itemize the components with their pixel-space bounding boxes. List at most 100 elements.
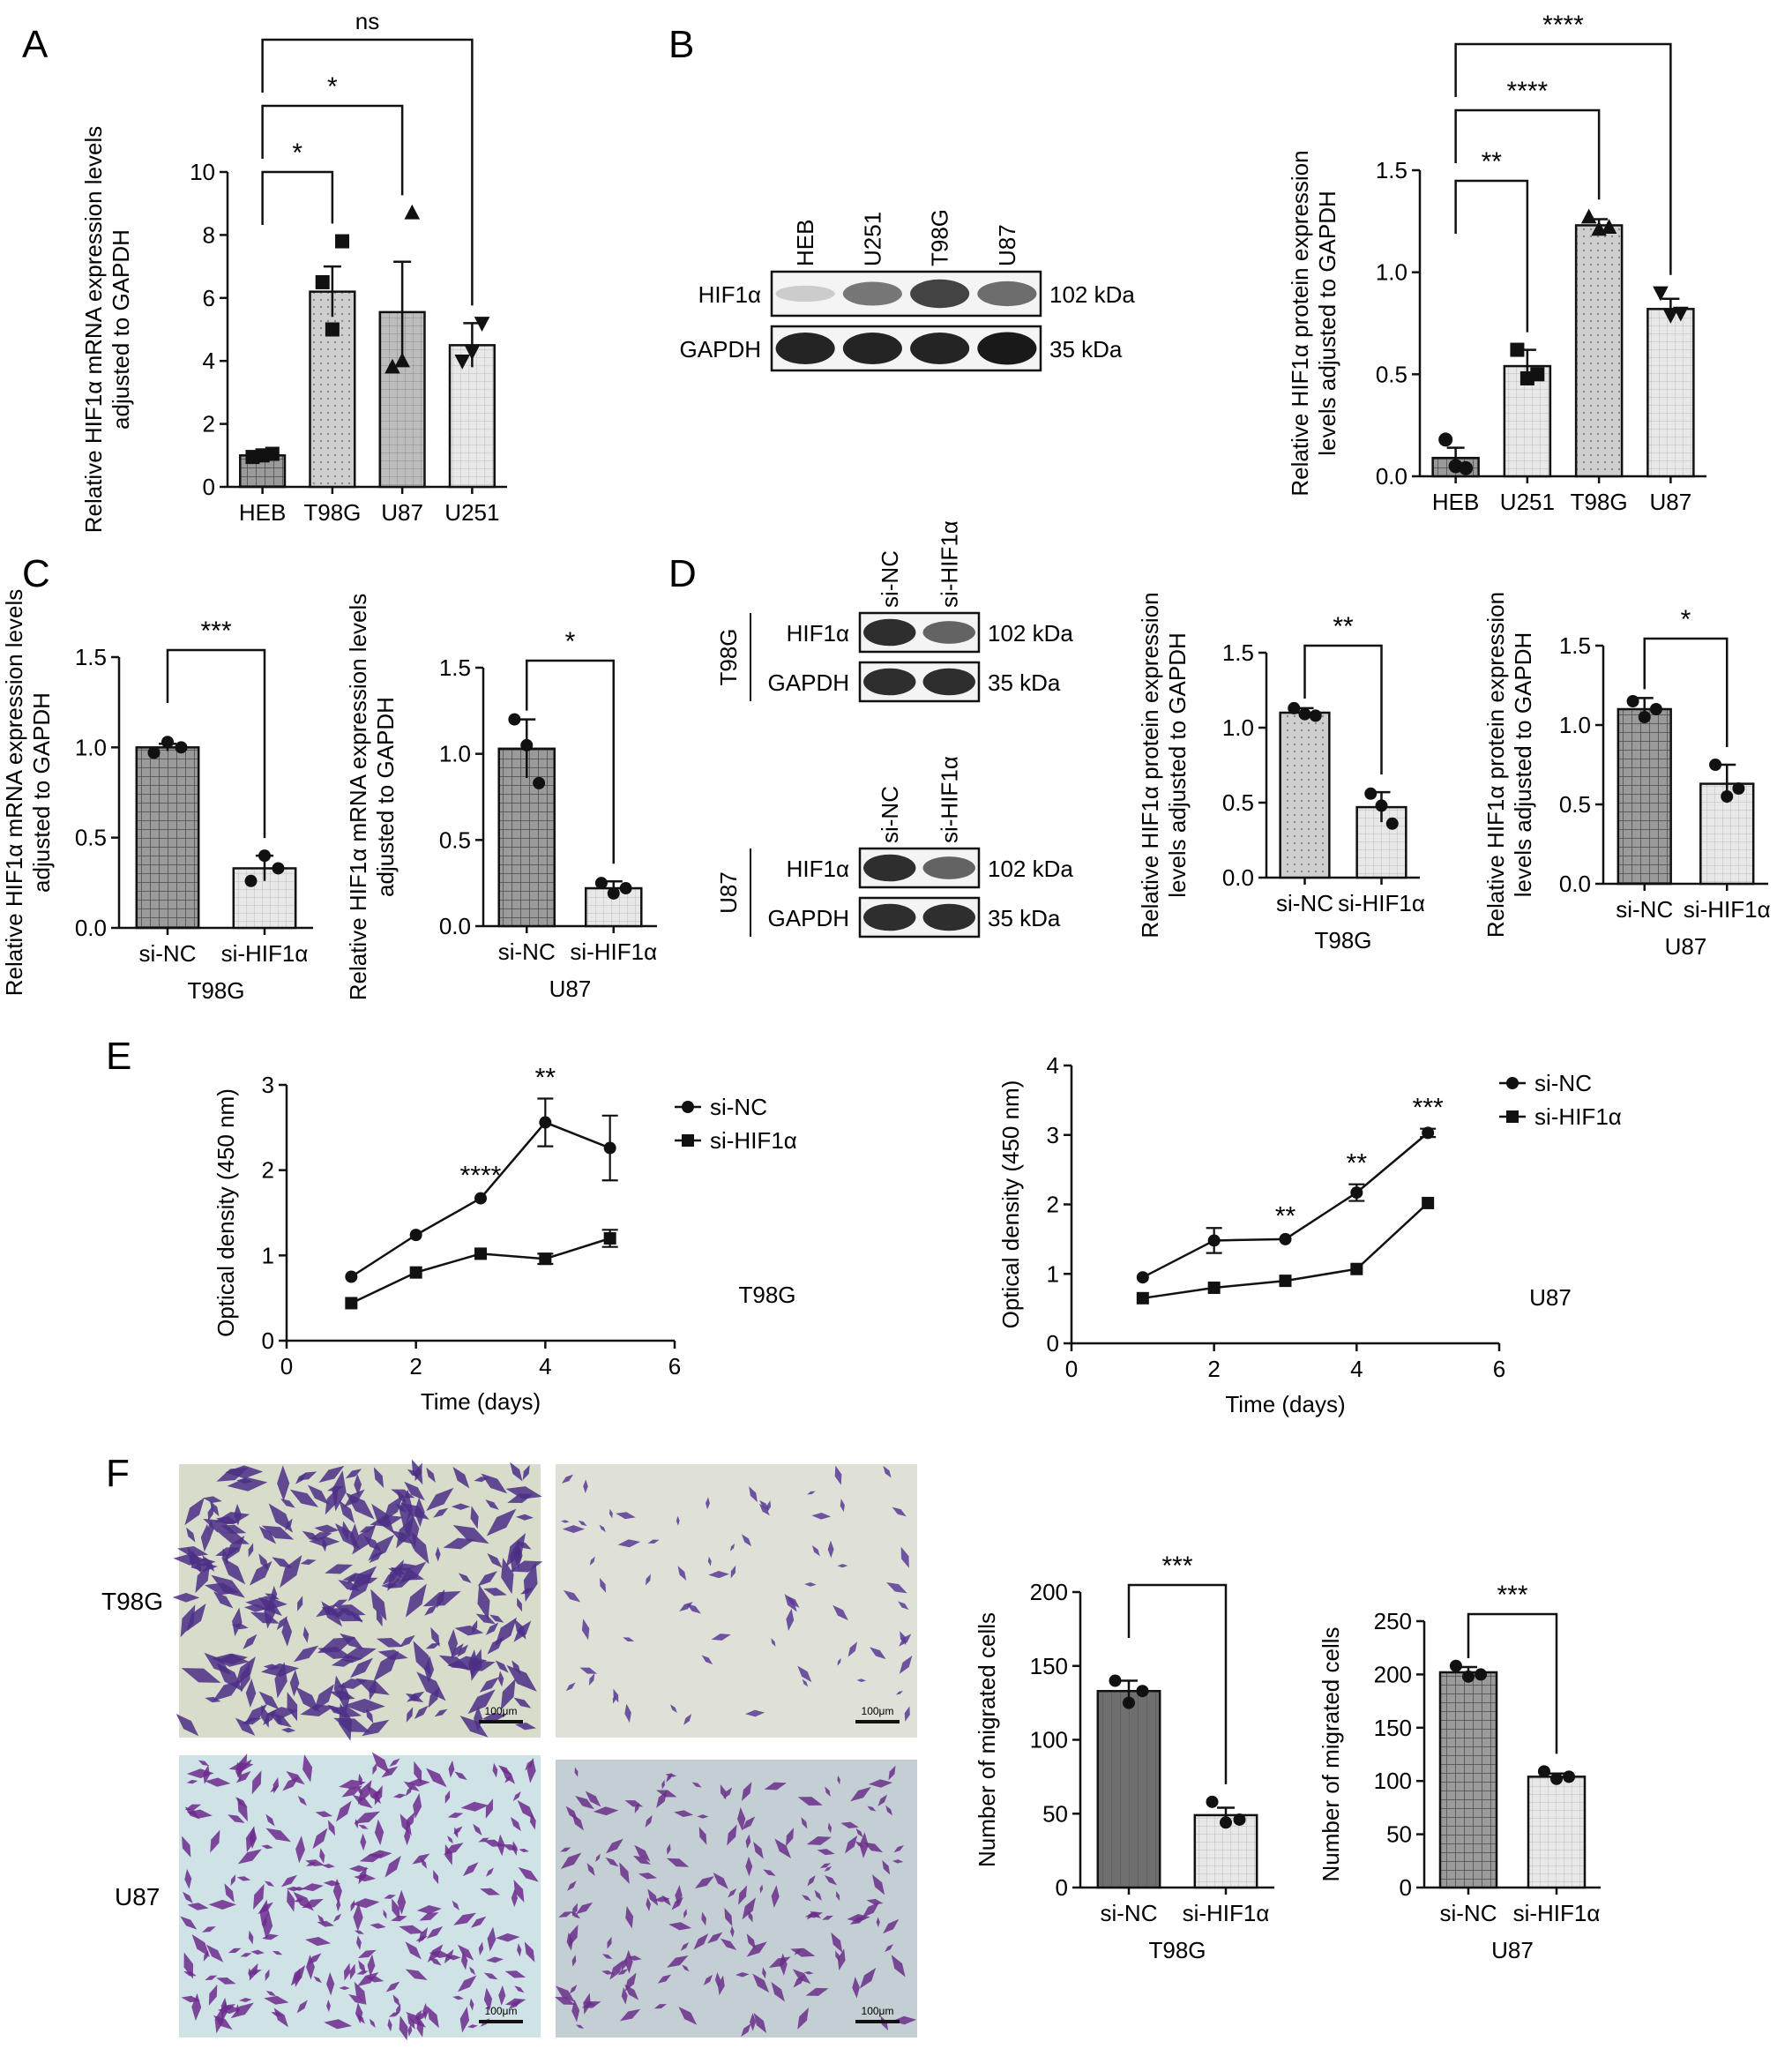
- stained-cell: [459, 1716, 489, 1738]
- stained-cell: [333, 1717, 371, 1733]
- stained-cell: [671, 1896, 683, 1910]
- stained-cell: [371, 1790, 383, 1798]
- stained-cell: [332, 1599, 348, 1606]
- stained-cell: [822, 1915, 833, 1920]
- stained-cell: [435, 1546, 441, 1562]
- significance-bracket: [261, 170, 334, 225]
- stained-cell: [369, 1679, 377, 1701]
- stained-cell: [427, 2006, 439, 2029]
- x-tick-label: si-NC: [139, 940, 197, 967]
- x-tick-label: U251: [444, 499, 499, 526]
- stained-cell: [612, 1693, 616, 1704]
- stained-cell: [414, 1705, 429, 1719]
- stained-cell: [560, 1852, 582, 1869]
- significance-label: *: [1681, 605, 1691, 634]
- stained-cell: [803, 1970, 814, 1975]
- stained-cell: [804, 1582, 817, 1587]
- y-axis-label: Relative HIF1α protein expressionlevels …: [1137, 592, 1191, 938]
- stained-cell: [567, 1880, 577, 1891]
- y-tick-label: 0: [1056, 1874, 1068, 1901]
- lane-label: HEB: [792, 220, 818, 266]
- stained-cell: [701, 1655, 713, 1665]
- bar: [1279, 711, 1331, 879]
- significance-bracket: [1454, 108, 1601, 200]
- stained-cell: [387, 2018, 392, 2032]
- stained-cell: [230, 1874, 236, 1887]
- stained-cell: [489, 1614, 504, 1623]
- y-tick-label: 150: [1374, 1715, 1412, 1741]
- stained-cell: [416, 1905, 442, 1914]
- data-point: [603, 1232, 616, 1245]
- blot-band: [977, 332, 1037, 365]
- stained-cell: [855, 1828, 863, 1838]
- stained-cell: [341, 1785, 363, 1798]
- stained-cell: [205, 1696, 221, 1703]
- data-point: [1449, 1659, 1462, 1672]
- stained-cell: [280, 1499, 295, 1508]
- stained-cell: [369, 2018, 376, 2028]
- data-point: [404, 204, 421, 220]
- stained-cell: [691, 1782, 702, 1788]
- stained-cell: [357, 1779, 372, 1805]
- y-tick-label: 200: [1374, 1661, 1412, 1687]
- stained-cell: [376, 1610, 383, 1627]
- stained-cell: [836, 1890, 840, 1902]
- stained-cell: [210, 1829, 220, 1853]
- stained-cell: [569, 1985, 578, 1994]
- stained-cell: [485, 1798, 494, 1819]
- stained-cell: [315, 1811, 333, 1818]
- x-axis-label: T98G: [1148, 1937, 1206, 1963]
- stained-cell: [216, 1467, 249, 1482]
- stained-cell: [301, 1883, 324, 1892]
- data-point: [594, 877, 608, 890]
- stained-cell: [469, 1966, 475, 1976]
- stained-cell: [599, 1524, 606, 1532]
- stained-cell: [250, 1611, 280, 1624]
- stained-cell: [330, 1706, 362, 1718]
- stained-cell: [406, 1707, 414, 1723]
- stained-cell: [676, 1515, 680, 1526]
- x-tick-label: T98G: [303, 499, 361, 526]
- stained-cell: [516, 1514, 534, 1521]
- y-tick-label: 0.5: [1222, 789, 1254, 816]
- stained-cell: [883, 1465, 892, 1478]
- stained-cell: [228, 1948, 242, 1954]
- data-point: [394, 352, 410, 368]
- stained-cell: [342, 1573, 370, 1582]
- stained-cell: [607, 1936, 612, 1949]
- stained-cell: [502, 1844, 519, 1850]
- stained-cell: [581, 1619, 590, 1641]
- stained-cell: [759, 1884, 764, 1894]
- x-axis-label: T98G: [1314, 927, 1371, 953]
- stained-cell: [683, 1714, 692, 1725]
- blot-size-label: 35 kDa: [988, 905, 1061, 931]
- data-point: [1123, 1696, 1135, 1709]
- x-tick-label: 2: [409, 1353, 422, 1379]
- stained-cell: [605, 1838, 623, 1854]
- blot-band: [922, 668, 975, 696]
- stained-cell: [240, 1953, 252, 1957]
- stained-cell: [425, 1768, 447, 1788]
- significance-bracket: [1467, 1612, 1558, 1754]
- stained-cell: [405, 1969, 428, 1981]
- stained-cell: [243, 1634, 258, 1649]
- stained-cell: [265, 1593, 280, 1600]
- data-point: [345, 1297, 358, 1310]
- stained-cell: [357, 1786, 363, 1797]
- y-axis-label-line: adjusted to GAPDH: [372, 697, 399, 897]
- western-blot-b: HEB U251 T98G U87 HIF1α 102 kDa GAPDH 35 kDa: [680, 209, 1135, 372]
- stained-cell: [269, 1713, 292, 1728]
- scale-bar-label: 100μm: [862, 2005, 894, 2017]
- stained-cell: [236, 1876, 251, 1881]
- lane-label: si-HIF1α: [936, 756, 962, 843]
- data-point: [1364, 787, 1378, 800]
- stained-cell: [477, 1584, 490, 1620]
- stained-cell: [561, 1520, 570, 1523]
- stained-cell: [485, 1867, 494, 1877]
- y-tick-label: 100: [1374, 1768, 1412, 1794]
- stained-cell: [474, 1705, 483, 1731]
- stained-cell: [228, 1814, 245, 1823]
- y-tick-label: 4: [1047, 1052, 1059, 1079]
- stained-cell: [371, 1752, 390, 1774]
- stained-cell: [289, 1669, 300, 1697]
